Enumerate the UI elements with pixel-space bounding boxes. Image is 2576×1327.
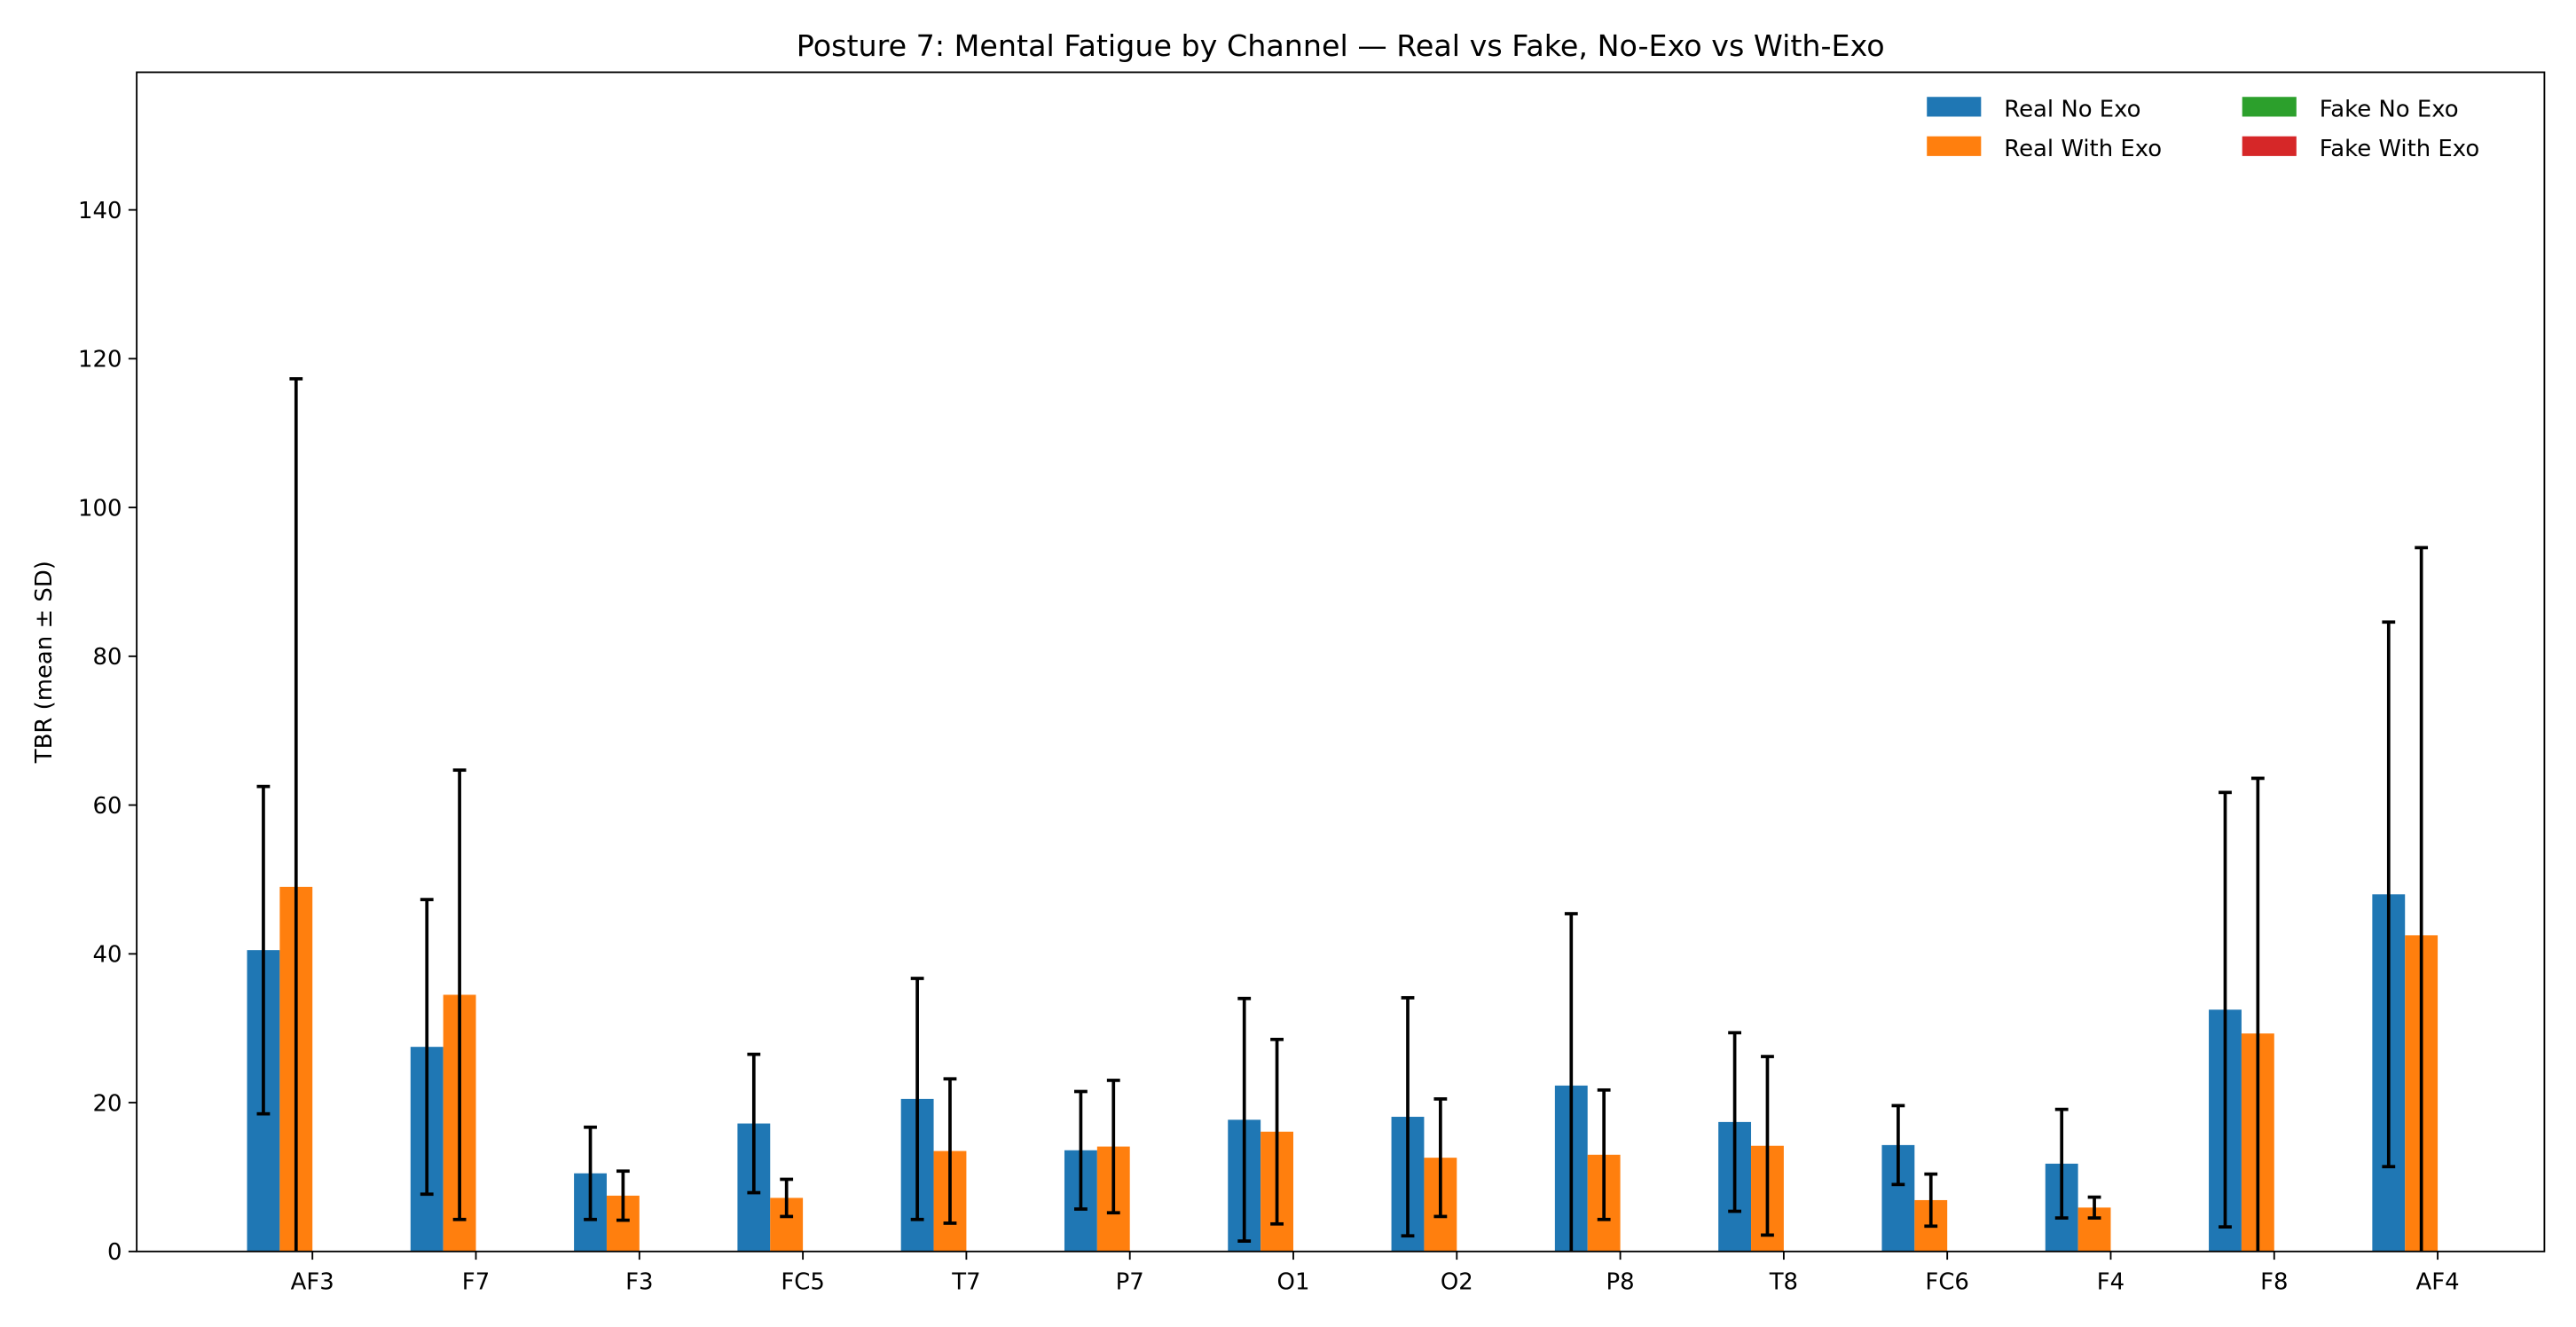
error-bar	[616, 1169, 630, 1222]
error-bar	[289, 377, 303, 1252]
y-tick-label: 60	[92, 793, 122, 820]
x-tick-label: O1	[1277, 1268, 1310, 1295]
error-bar	[1401, 995, 1415, 1238]
legend-label: Real No Exo	[2004, 96, 2140, 122]
legend-label: Fake No Exo	[2320, 96, 2459, 122]
x-tick-label: T8	[1769, 1268, 1798, 1295]
error-bar	[2382, 620, 2396, 1169]
x-tick-label: AF4	[2416, 1268, 2460, 1295]
y-tick-label: 20	[92, 1090, 122, 1117]
x-tick-label: FC5	[781, 1268, 824, 1295]
x-tick-label: T7	[951, 1268, 980, 1295]
error-bar	[256, 784, 271, 1116]
x-tick-label: AF3	[291, 1268, 334, 1295]
y-tick-label: 120	[78, 347, 122, 373]
x-tick-label: P7	[1116, 1268, 1144, 1295]
error-bar	[943, 1077, 957, 1225]
error-bar	[1761, 1055, 1774, 1237]
error-bar	[1074, 1089, 1088, 1211]
error-bar	[910, 977, 924, 1221]
x-tick-label: O2	[1441, 1268, 1473, 1295]
x-tick-label: F7	[462, 1268, 490, 1295]
error-bar	[1270, 1037, 1284, 1226]
error-bar	[2087, 1195, 2101, 1220]
x-tick-label: P8	[1606, 1268, 1635, 1295]
error-bar	[780, 1177, 794, 1219]
error-bar	[420, 898, 434, 1197]
y-tick-label: 0	[107, 1239, 122, 1266]
y-tick-label: 140	[78, 198, 122, 224]
x-tick-label: FC6	[1925, 1268, 1968, 1295]
error-bar	[1924, 1172, 1938, 1229]
y-tick-label: 40	[92, 942, 122, 969]
x-tick-label: F3	[625, 1268, 653, 1295]
legend-swatch	[2242, 136, 2297, 156]
error-bar	[2415, 546, 2429, 1252]
plot-area	[247, 377, 2439, 1252]
error-bar	[2250, 776, 2265, 1252]
legend-label: Fake With Exo	[2320, 136, 2479, 162]
error-bar	[452, 768, 467, 1221]
error-bar	[2219, 790, 2232, 1229]
error-bar	[1597, 1088, 1611, 1221]
plot-frame	[136, 71, 2546, 1252]
error-bar	[1564, 912, 1578, 1252]
y-tick-label: 100	[78, 495, 122, 522]
error-bar	[2054, 1107, 2069, 1220]
y-tick-label: 80	[92, 644, 122, 671]
chart-title: Posture 7: Mental Fatigue by Channel — R…	[797, 28, 1885, 63]
error-bar	[1106, 1079, 1120, 1215]
y-axis-label: TBR (mean ± SD)	[31, 561, 58, 764]
error-bar	[1433, 1097, 1448, 1219]
x-tick-label: F8	[2260, 1268, 2288, 1295]
x-tick-label: F4	[2097, 1268, 2124, 1295]
legend-label: Real With Exo	[2004, 136, 2162, 162]
legend-swatch	[1927, 136, 1982, 156]
error-bar	[1891, 1103, 1905, 1187]
error-bar	[1237, 996, 1252, 1243]
error-bar	[1728, 1031, 1742, 1213]
error-bar	[584, 1125, 597, 1221]
error-bar	[747, 1052, 761, 1195]
legend-swatch	[2242, 97, 2297, 117]
legend-swatch	[1927, 97, 1982, 117]
